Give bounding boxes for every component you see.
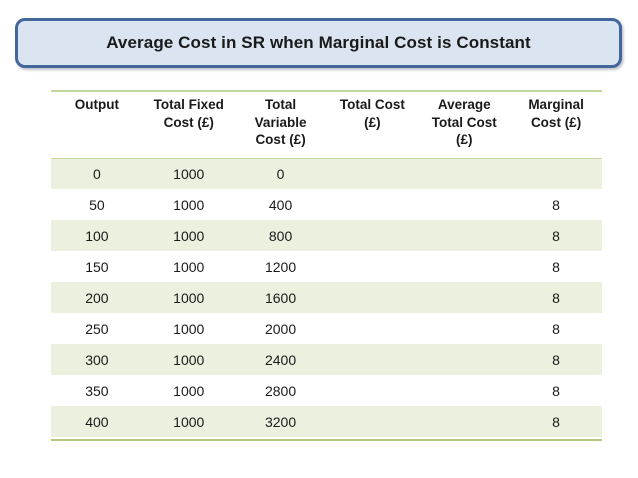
table-cell: 2000 [234, 313, 327, 345]
table-cell: 1000 [142, 220, 235, 252]
table-cell: 400 [234, 189, 327, 221]
table-cell [418, 344, 511, 376]
table-row: 350 1000 2800 8 [51, 375, 602, 407]
table-cell: 1000 [142, 251, 235, 283]
table-cell: 150 [51, 251, 143, 283]
table-cell: 8 [510, 406, 602, 438]
table-cell: 2400 [234, 344, 327, 376]
table-cell: 1600 [234, 282, 327, 314]
table-row: 100 1000 800 8 [51, 220, 602, 252]
table-cell [418, 220, 511, 252]
table-cell [418, 158, 511, 190]
table-cell: 8 [510, 375, 602, 407]
table-cell: 300 [51, 344, 143, 376]
table-cell: 1000 [142, 344, 235, 376]
table-cell [418, 313, 511, 345]
table-cell: 8 [510, 220, 602, 252]
table-cell [326, 375, 419, 407]
table-cell [510, 158, 602, 190]
table-cell: 0 [234, 158, 327, 190]
table-row: 400 1000 3200 8 [51, 406, 602, 438]
table-cell: 8 [510, 251, 602, 283]
column-header-average-total-cost: Average Total Cost (£) [418, 92, 511, 159]
table-cell: 1000 [142, 189, 235, 221]
table-cell: 1000 [142, 406, 235, 438]
table-row: 150 1000 1200 8 [51, 251, 602, 283]
column-header-total-cost: Total Cost (£) [326, 92, 419, 159]
cost-table: Output Total Fixed Cost (£) Total Variab… [51, 92, 602, 438]
table-cell: 0 [51, 158, 143, 190]
table-header-row: Output Total Fixed Cost (£) Total Variab… [51, 92, 602, 159]
table-row: 250 1000 2000 8 [51, 313, 602, 345]
table-cell [418, 282, 511, 314]
table-row: 200 1000 1600 8 [51, 282, 602, 314]
table-cell [326, 344, 419, 376]
table-cell: 1200 [234, 251, 327, 283]
table-cell: 50 [51, 189, 143, 221]
column-header-output: Output [51, 92, 143, 159]
table-cell [326, 158, 419, 190]
table-cell: 400 [51, 406, 143, 438]
table-cell: 1000 [142, 282, 235, 314]
table-row: 0 1000 0 [51, 158, 602, 190]
table-cell [326, 189, 419, 221]
table-cell: 1000 [142, 313, 235, 345]
table-cell: 8 [510, 313, 602, 345]
table-cell [326, 220, 419, 252]
table-cell: 8 [510, 282, 602, 314]
table-cell: 800 [234, 220, 327, 252]
table-cell: 200 [51, 282, 143, 314]
table-cell: 2800 [234, 375, 327, 407]
table-cell: 250 [51, 313, 143, 345]
column-header-total-fixed-cost: Total Fixed Cost (£) [142, 92, 235, 159]
column-header-marginal-cost: Marginal Cost (£) [510, 92, 602, 159]
column-header-total-variable-cost: Total Variable Cost (£) [234, 92, 327, 159]
table-cell: 100 [51, 220, 143, 252]
table-cell: 8 [510, 189, 602, 221]
table-cell [418, 375, 511, 407]
table-cell [418, 189, 511, 221]
table-cell: 1000 [142, 158, 235, 190]
table-cell [326, 406, 419, 438]
table-cell [326, 282, 419, 314]
table-row: 50 1000 400 8 [51, 189, 602, 221]
table-cell: 1000 [142, 375, 235, 407]
table-cell [418, 251, 511, 283]
table-cell: 3200 [234, 406, 327, 438]
table-cell: 350 [51, 375, 143, 407]
table-cell [418, 406, 511, 438]
table-cell: 8 [510, 344, 602, 376]
table-row: 300 1000 2400 8 [51, 344, 602, 376]
table-body: 0 1000 0 50 1000 400 8 100 1000 800 8 150 1000 1200 8 2… [51, 158, 602, 438]
slide-title-box: Average Cost in SR when Marginal Cost is… [15, 18, 622, 68]
table-cell [326, 251, 419, 283]
table-cell [326, 313, 419, 345]
slide-title: Average Cost in SR when Marginal Cost is… [106, 33, 531, 52]
cost-table-container: Output Total Fixed Cost (£) Total Variab… [51, 90, 602, 442]
